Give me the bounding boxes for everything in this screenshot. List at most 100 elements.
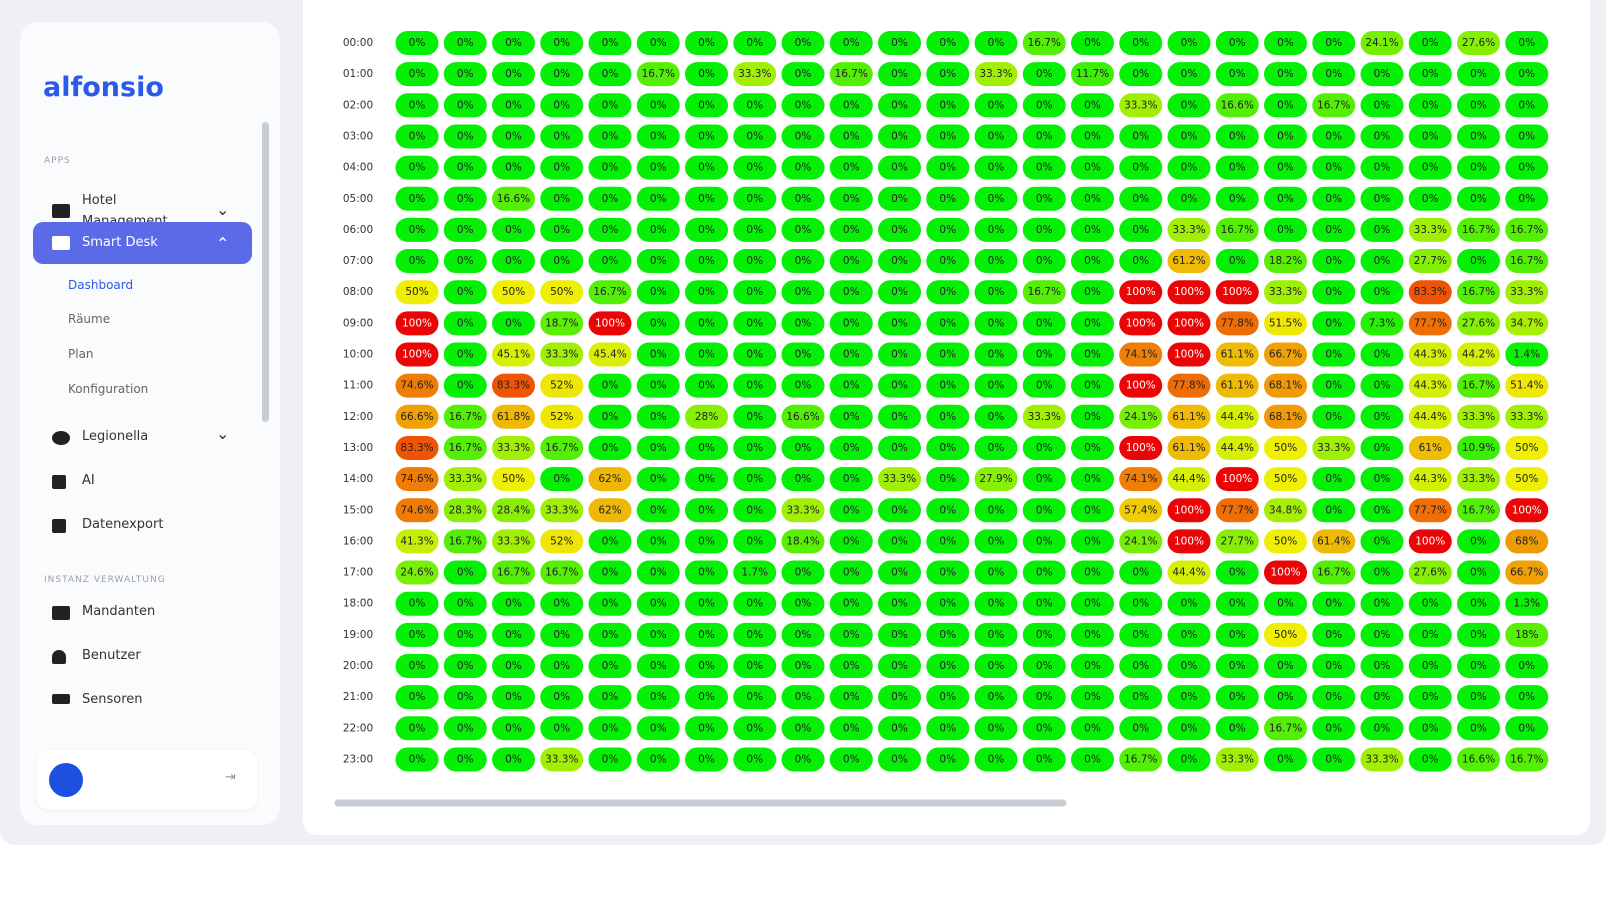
cell-label: 0% <box>698 317 715 329</box>
cell <box>829 591 873 616</box>
cell <box>829 560 873 585</box>
cell-label: 100% <box>402 349 432 361</box>
cell <box>1071 93 1114 118</box>
cell <box>926 342 970 367</box>
cell <box>395 716 439 741</box>
cell <box>974 560 1018 585</box>
cell-label: 16.7% <box>1221 224 1254 236</box>
cell-label: 0% <box>891 629 908 641</box>
cell <box>781 186 825 211</box>
cell-label: 0% <box>1229 68 1246 80</box>
chevron[interactable]: ⌄ <box>216 424 230 443</box>
cell <box>588 716 632 741</box>
menu-item[interactable]: Smart Desk <box>82 235 158 250</box>
cell-label: 0% <box>650 37 667 49</box>
cell-label: 77.8% <box>1172 380 1205 392</box>
cell <box>733 560 777 585</box>
chevron[interactable]: ⌃ <box>216 234 230 253</box>
cell <box>540 498 584 523</box>
cell <box>1264 186 1307 211</box>
cell-label: 0% <box>746 473 763 485</box>
cell <box>636 560 680 585</box>
cell <box>492 435 535 460</box>
cell-label: 0% <box>650 473 667 485</box>
cell-label: 16.7% <box>545 567 578 579</box>
cell-label: 83.3% <box>400 442 433 454</box>
cell-label: 0% <box>553 629 570 641</box>
cell <box>1312 404 1356 429</box>
cell <box>492 342 535 367</box>
cell <box>636 622 680 647</box>
menu-item[interactable]: AI <box>82 473 95 488</box>
cell <box>1408 622 1452 647</box>
cell-label: 28% <box>695 411 718 423</box>
cell-label: 0% <box>1470 722 1487 734</box>
cell <box>926 280 970 305</box>
cell <box>974 529 1018 554</box>
cell-label: 0% <box>409 68 426 80</box>
cell-label: 0% <box>746 99 763 111</box>
cell <box>1505 373 1549 398</box>
cell <box>926 685 970 710</box>
cell <box>588 155 632 180</box>
cell-label: 0% <box>602 629 619 641</box>
cell <box>1360 311 1404 336</box>
cell <box>1408 467 1452 492</box>
cell <box>878 62 921 87</box>
submenu-item[interactable]: Dashboard <box>68 278 134 292</box>
menu-item[interactable]: Datenexport <box>82 517 164 532</box>
cell-label: 0% <box>988 349 1005 361</box>
cell-label: 0% <box>939 722 956 734</box>
cell <box>540 404 584 429</box>
cell-label: 0% <box>698 130 715 142</box>
row-label: 23:00 <box>343 753 373 765</box>
user-card: ⇥ <box>37 750 257 810</box>
cell-label: 57.4% <box>1124 504 1157 516</box>
cell <box>1264 529 1307 554</box>
cell-label: 0% <box>746 691 763 703</box>
cell <box>1360 217 1404 242</box>
cell <box>926 217 970 242</box>
row-label: 15:00 <box>343 504 373 516</box>
cell-label: 0% <box>843 349 860 361</box>
submenu-item[interactable]: Plan <box>68 347 94 361</box>
menu-item[interactable]: Mandanten <box>82 604 156 619</box>
cell <box>395 654 439 678</box>
cell <box>395 280 439 305</box>
logo[interactable]: alfonsio <box>43 72 164 103</box>
cell <box>1360 62 1404 87</box>
cell-label: 0% <box>1518 660 1535 672</box>
menu-item[interactable]: Legionella <box>82 429 149 444</box>
menu-item[interactable]: Sensoren <box>82 692 143 707</box>
cell <box>1312 591 1356 616</box>
cell <box>540 529 584 554</box>
submenu-item[interactable]: Räume <box>68 312 111 326</box>
chevron[interactable]: ⌄ <box>216 200 230 219</box>
cell-label: 44.3% <box>1414 349 1447 361</box>
cell-label: 33.3% <box>1510 411 1543 423</box>
cell-label: 33.3% <box>1317 442 1350 454</box>
cell-label: 0% <box>553 255 570 267</box>
cell <box>1119 529 1163 554</box>
cell <box>1312 311 1356 336</box>
logout-icon[interactable]: ⇥ <box>225 770 236 785</box>
cell <box>443 435 487 460</box>
cell <box>1408 560 1452 585</box>
cell-label: 0% <box>457 130 474 142</box>
menu-item[interactable]: Benutzer <box>82 648 141 663</box>
scrollbar[interactable] <box>262 122 269 422</box>
cell-label: 50% <box>502 286 525 298</box>
avatar[interactable] <box>49 763 83 797</box>
cell-label: 77.8% <box>1221 317 1254 329</box>
cell <box>829 217 873 242</box>
cell-label: 0% <box>1470 660 1487 672</box>
row-label: 09:00 <box>343 317 373 329</box>
cell <box>1408 654 1452 678</box>
cell <box>1312 467 1356 492</box>
submenu-item[interactable]: Konfiguration <box>68 382 149 396</box>
cell <box>974 280 1018 305</box>
cell <box>492 311 535 336</box>
cell-label: 0% <box>1181 722 1198 734</box>
cell-label: 0% <box>795 442 812 454</box>
cell-label: 0% <box>1132 130 1149 142</box>
